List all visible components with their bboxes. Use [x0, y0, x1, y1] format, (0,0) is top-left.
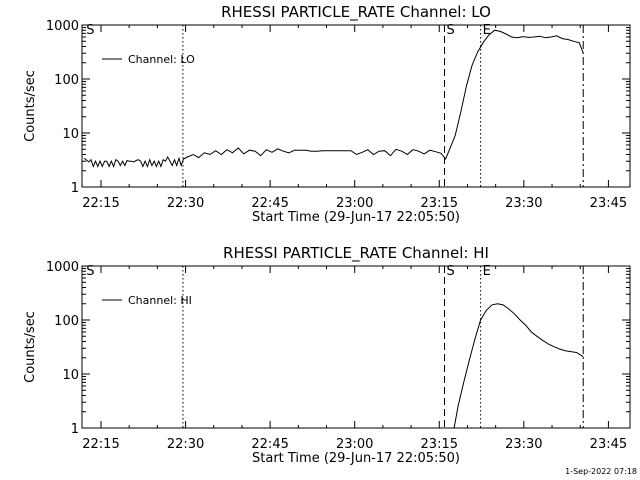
x-tick-label: 22:30 [167, 437, 204, 452]
x-tick-label: 23:30 [505, 196, 542, 211]
x-tick-label: 23:15 [421, 437, 458, 452]
series-line [83, 29, 584, 168]
y-tick-label: 100 [54, 314, 79, 329]
y-tick-label: 100 [54, 73, 79, 88]
y-tick-label: 1 [71, 181, 79, 196]
footer-date: 1-Sep-2022 07:18 [565, 467, 637, 476]
x-tick-label: 23:15 [421, 196, 458, 211]
chart-title: RHESSI PARTICLE_RATE Channel: LO [221, 3, 491, 22]
x-tick-label: 22:45 [251, 196, 288, 211]
marker-label-e: E [483, 23, 491, 38]
chart-panel-2: RHESSI PARTICLE_RATE Channel: HI 22:15 22:… [23, 244, 631, 466]
y-axis-label: Counts/sec [23, 311, 38, 383]
x-tick-label: 22:15 [82, 437, 119, 452]
x-axis-label: Start Time (29-Jun-17 22:05:50) [252, 451, 460, 466]
x-tick-label: 22:45 [251, 437, 288, 452]
y-axis-label: Counts/sec [23, 70, 38, 142]
marker-label-s: S [86, 264, 94, 279]
y-tick-label: 10 [62, 368, 79, 383]
x-tick-label: 22:30 [167, 196, 204, 211]
marker-label-s: S [86, 23, 94, 38]
series-line [453, 303, 584, 429]
x-tick-label: 23:00 [336, 437, 373, 452]
x-tick-label: 23:45 [590, 437, 627, 452]
legend-label: Channel: LO [128, 53, 195, 66]
x-axis-label: Start Time (29-Jun-17 22:05:50) [252, 210, 460, 225]
x-tick-label: 23:30 [505, 437, 542, 452]
y-tick-label: 10 [62, 127, 79, 142]
plot-frame [81, 24, 631, 188]
y-tick-label: 1000 [46, 19, 79, 34]
legend-label: Channel: HI [128, 294, 192, 307]
plot-frame [81, 265, 631, 429]
y-tick-label: 1 [71, 422, 79, 437]
x-tick-label: 22:15 [82, 196, 119, 211]
marker-label-s: S [447, 264, 455, 279]
marker-label-e: E [483, 264, 491, 279]
marker-label-s: S [447, 23, 455, 38]
x-tick-label: 23:45 [590, 196, 627, 211]
x-tick-label: 23:00 [336, 196, 373, 211]
chart-title: RHESSI PARTICLE_RATE Channel: HI [223, 244, 489, 263]
y-tick-label: 1000 [46, 260, 79, 275]
chart-panel-1: RHESSI PARTICLE_RATE Channel: LO 22:15 22:… [23, 3, 631, 225]
